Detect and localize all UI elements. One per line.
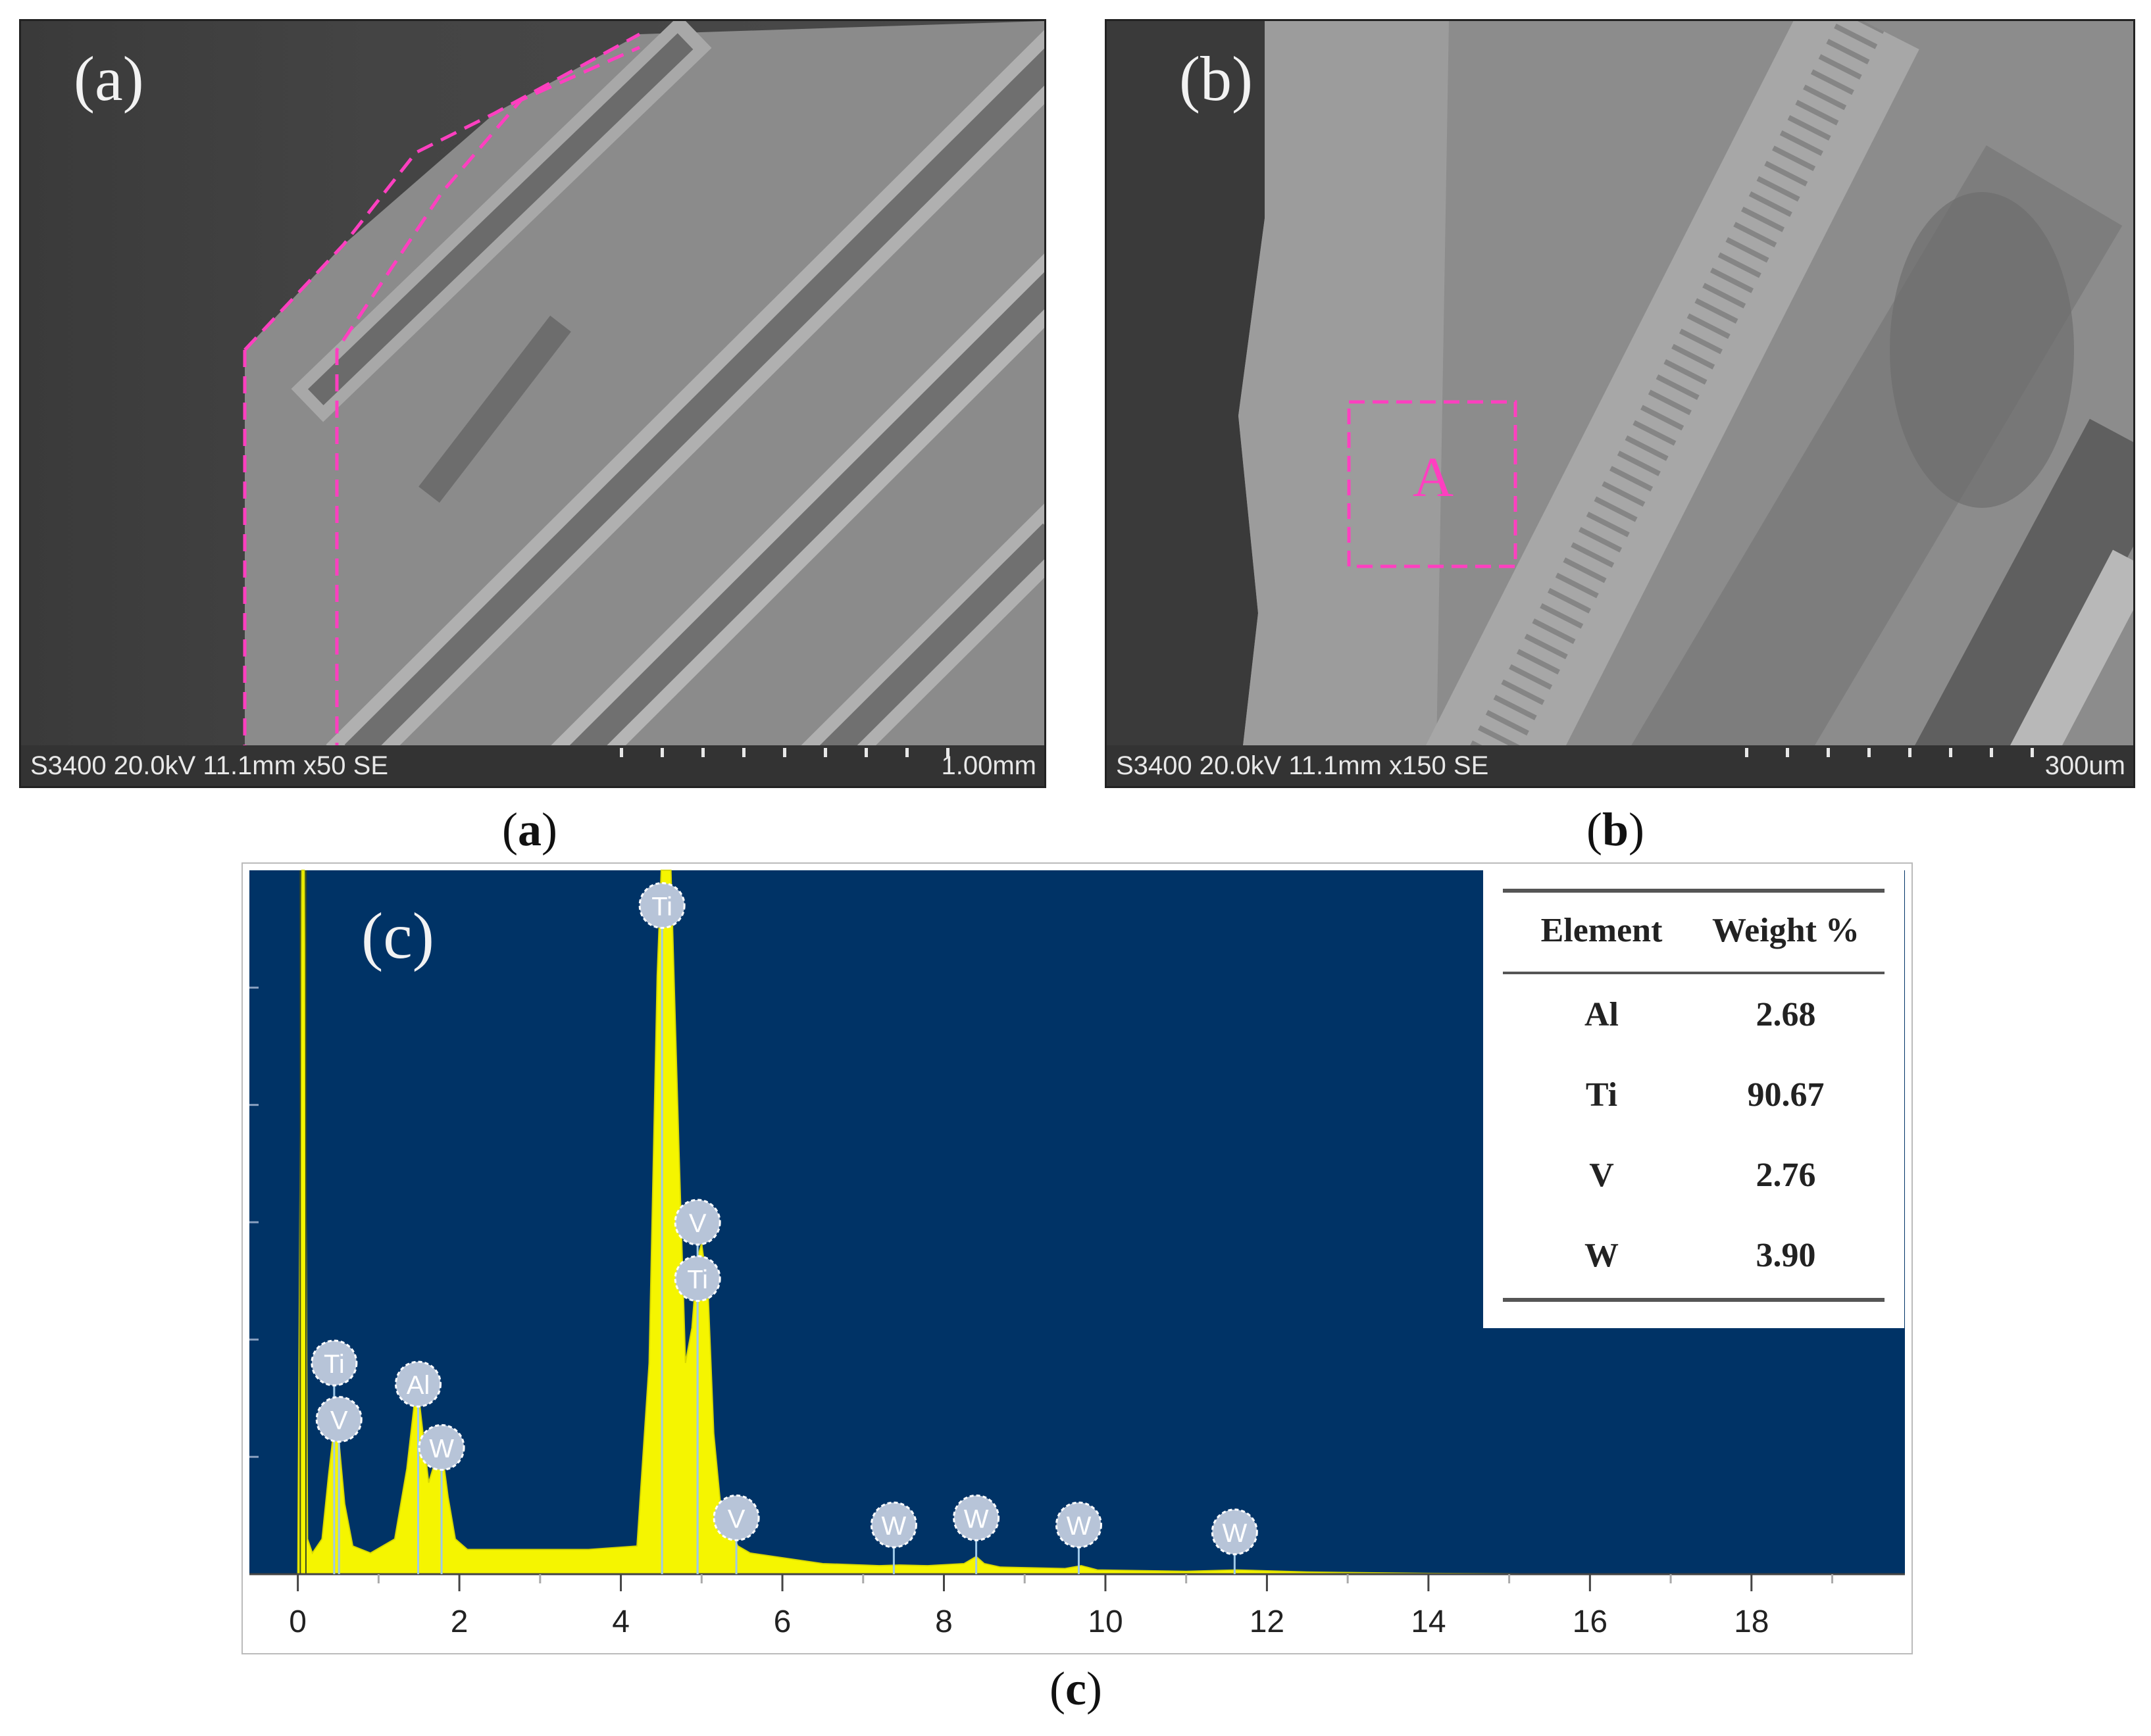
peak-marker-label: W xyxy=(1067,1512,1092,1541)
peak-marker-badge xyxy=(311,1339,358,1387)
row-element: W xyxy=(1584,1237,1619,1274)
eds-spectrum-panel: 0 2 4 6 8 10 12 14 16 18 Ti V Al W Ti V Ti V W W W W (c) Elem… xyxy=(241,862,1913,1654)
peak-marker-label: V xyxy=(728,1504,746,1533)
x-axis-strip xyxy=(249,1574,1905,1647)
x-tick-label: 4 xyxy=(612,1604,630,1639)
peak-marker-badge xyxy=(315,1396,363,1443)
sem-meta-a: S3400 20.0kV 11.1mm x50 SE xyxy=(30,751,389,780)
scale-ticks-b xyxy=(1745,748,2034,757)
sem-image-a: (a) S3400 20.0kV 11.1mm x50 SE 1.00mm xyxy=(19,19,1046,788)
peak-marker-label: W xyxy=(964,1504,989,1533)
peak-marker-label: Al xyxy=(407,1371,430,1400)
table-header-element: Element xyxy=(1540,912,1663,949)
caption-a-text: a xyxy=(518,803,542,856)
panel-b-label: (b) xyxy=(1179,43,1253,114)
row-element: Al xyxy=(1584,996,1619,1033)
peak-marker-label: W xyxy=(429,1434,454,1463)
row-element: Ti xyxy=(1585,1076,1618,1114)
scale-label-b: 300um xyxy=(2044,751,2125,780)
peak-marker-label: V xyxy=(689,1209,707,1238)
sem-info-bar-a: S3400 20.0kV 11.1mm x50 SE 1.00mm xyxy=(21,745,1044,786)
caption-b-text: b xyxy=(1602,803,1629,856)
sem-texture-a xyxy=(21,21,1044,786)
x-tick-label: 16 xyxy=(1573,1604,1607,1639)
peak-marker-label: Ti xyxy=(687,1266,708,1295)
x-tick-label: 0 xyxy=(289,1604,307,1639)
peak-marker-label: W xyxy=(882,1512,907,1541)
peak-marker-badge xyxy=(1055,1501,1102,1549)
row-weight: 2.68 xyxy=(1756,996,1816,1033)
caption-b: (b) xyxy=(1586,803,1644,856)
caption-a: (a) xyxy=(502,803,557,856)
caption-c-text: c xyxy=(1065,1662,1086,1715)
peak-marker-label: W xyxy=(1222,1519,1247,1548)
sem-texture-b xyxy=(1107,21,2133,786)
x-tick-label: 14 xyxy=(1411,1604,1446,1639)
row-weight: 3.90 xyxy=(1756,1237,1816,1274)
table-header-weight: Weight % xyxy=(1712,912,1860,949)
x-tick-label: 6 xyxy=(774,1604,792,1639)
sem-image-b: (b) A S3400 20.0kV 11.1mm x150 SE 300um xyxy=(1105,19,2135,788)
table-bottom-rule xyxy=(1503,1298,1885,1302)
peak-marker-badge xyxy=(674,1199,721,1246)
sem-info-bar-b: S3400 20.0kV 11.1mm x150 SE 300um xyxy=(1107,745,2133,786)
peak-marker-label: V xyxy=(330,1406,348,1435)
peak-marker-label: Ti xyxy=(324,1350,345,1379)
row-weight: 2.76 xyxy=(1756,1156,1816,1194)
region-a-label: A xyxy=(1413,445,1454,508)
table-top-rule xyxy=(1503,889,1885,893)
x-tick-label: 18 xyxy=(1734,1604,1769,1639)
x-tick-label: 8 xyxy=(935,1604,953,1639)
row-weight: 90.67 xyxy=(1747,1076,1825,1114)
x-tick-label: 12 xyxy=(1250,1604,1284,1639)
peak-marker-badge xyxy=(418,1424,465,1471)
peak-marker-badge xyxy=(674,1255,721,1302)
peak-marker-label: Ti xyxy=(651,893,672,922)
composition-table: Element Weight % Al 2.68 Ti 90.67 V 2.76… xyxy=(1483,864,1904,1328)
peak-marker-badge xyxy=(1211,1508,1258,1556)
panel-a-label: (a) xyxy=(74,43,144,114)
caption-c: (c) xyxy=(1050,1662,1102,1715)
scale-ticks-a xyxy=(620,748,949,757)
peak-marker-badge xyxy=(953,1494,1000,1541)
row-element: V xyxy=(1589,1156,1614,1194)
peak-marker-badge xyxy=(638,882,686,929)
peak-marker-badge xyxy=(870,1501,917,1549)
spectrum-series xyxy=(249,870,1905,1575)
x-tick-label: 10 xyxy=(1088,1604,1123,1639)
scale-label-a: 1.00mm xyxy=(941,751,1037,780)
panel-c-label: (c) xyxy=(361,899,434,972)
peak-marker-badge xyxy=(713,1494,760,1541)
table-header-rule xyxy=(1503,972,1885,974)
peak-marker-badge xyxy=(395,1360,442,1408)
sem-meta-b: S3400 20.0kV 11.1mm x150 SE xyxy=(1116,751,1489,780)
x-tick-label: 2 xyxy=(451,1604,468,1639)
